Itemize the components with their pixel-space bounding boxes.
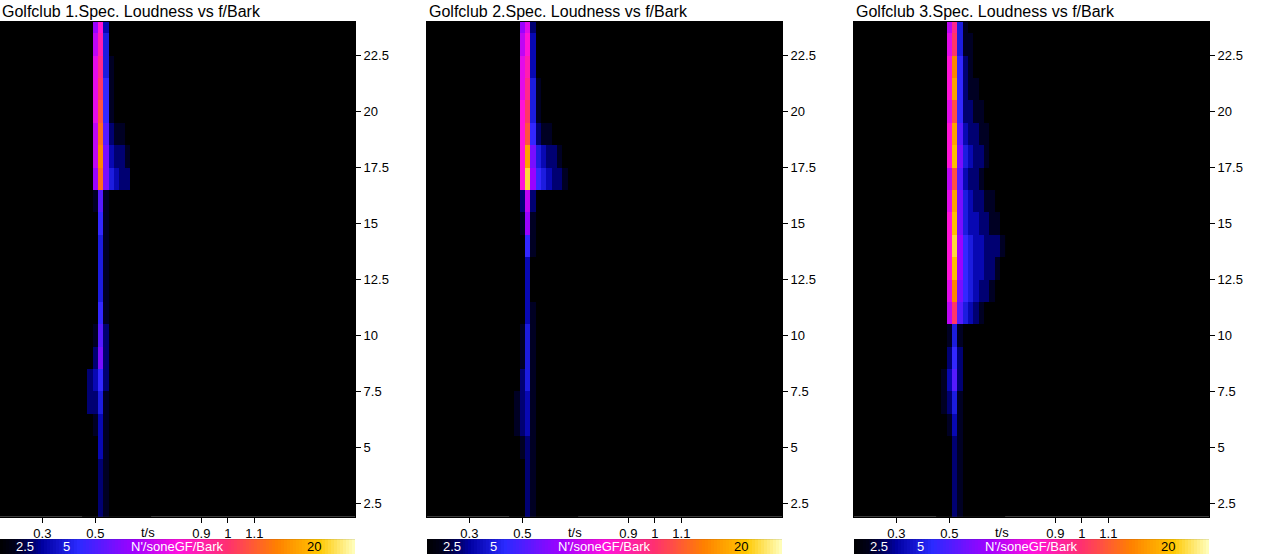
- svg-text:N'/soneGF/Bark: N'/soneGF/Bark: [985, 539, 1078, 554]
- svg-text:20: 20: [1218, 104, 1232, 119]
- svg-text:1.1: 1.1: [1099, 526, 1117, 541]
- svg-text:22.5: 22.5: [791, 48, 816, 63]
- svg-text:20: 20: [1161, 539, 1175, 554]
- svg-text:0.5: 0.5: [513, 526, 531, 541]
- svg-text:Golfclub 1.Spec. Loudness vs f: Golfclub 1.Spec. Loudness vs f/Bark: [2, 3, 261, 20]
- svg-text:1.1: 1.1: [245, 526, 263, 541]
- svg-text:0.9: 0.9: [192, 526, 210, 541]
- svg-text:1: 1: [1078, 526, 1085, 541]
- svg-text:2.5: 2.5: [791, 496, 809, 511]
- svg-text:2.5: 2.5: [1218, 496, 1236, 511]
- svg-text:2.5: 2.5: [16, 539, 34, 554]
- svg-text:0.5: 0.5: [86, 526, 104, 541]
- svg-text:12.5: 12.5: [1218, 272, 1243, 287]
- svg-text:17.5: 17.5: [791, 160, 816, 175]
- svg-text:20: 20: [791, 104, 805, 119]
- svg-text:2.5: 2.5: [443, 539, 461, 554]
- svg-text:7.5: 7.5: [364, 384, 382, 399]
- svg-text:0.3: 0.3: [33, 526, 51, 541]
- svg-text:5: 5: [63, 539, 70, 554]
- svg-text:17.5: 17.5: [364, 160, 389, 175]
- svg-text:5: 5: [1218, 440, 1225, 455]
- svg-text:10: 10: [791, 328, 805, 343]
- svg-text:5: 5: [490, 539, 497, 554]
- svg-text:12.5: 12.5: [791, 272, 816, 287]
- svg-text:12.5: 12.5: [364, 272, 389, 287]
- svg-text:0.9: 0.9: [1046, 526, 1064, 541]
- svg-text:t/s: t/s: [141, 525, 155, 540]
- svg-text:20: 20: [734, 539, 748, 554]
- svg-text:0.3: 0.3: [460, 526, 478, 541]
- svg-text:t/s: t/s: [995, 525, 1009, 540]
- svg-text:22.5: 22.5: [1218, 48, 1243, 63]
- svg-text:20: 20: [364, 104, 378, 119]
- svg-text:N'/soneGF/Bark: N'/soneGF/Bark: [131, 539, 224, 554]
- svg-text:1.1: 1.1: [672, 526, 690, 541]
- svg-text:7.5: 7.5: [1218, 384, 1236, 399]
- svg-text:Golfclub 2.Spec. Loudness vs f: Golfclub 2.Spec. Loudness vs f/Bark: [429, 3, 688, 20]
- svg-text:5: 5: [791, 440, 798, 455]
- svg-text:10: 10: [1218, 328, 1232, 343]
- svg-text:0.5: 0.5: [940, 526, 958, 541]
- svg-text:15: 15: [791, 216, 805, 231]
- svg-text:0.9: 0.9: [619, 526, 637, 541]
- svg-text:5: 5: [364, 440, 371, 455]
- svg-text:20: 20: [307, 539, 321, 554]
- svg-text:2.5: 2.5: [870, 539, 888, 554]
- svg-text:1: 1: [224, 526, 231, 541]
- svg-text:7.5: 7.5: [791, 384, 809, 399]
- svg-text:10: 10: [364, 328, 378, 343]
- svg-text:15: 15: [1218, 216, 1232, 231]
- svg-text:N'/soneGF/Bark: N'/soneGF/Bark: [558, 539, 651, 554]
- svg-text:15: 15: [364, 216, 378, 231]
- svg-text:5: 5: [917, 539, 924, 554]
- svg-text:Golfclub 3.Spec. Loudness vs f: Golfclub 3.Spec. Loudness vs f/Bark: [856, 3, 1115, 20]
- svg-text:22.5: 22.5: [364, 48, 389, 63]
- svg-text:t/s: t/s: [568, 525, 582, 540]
- svg-text:2.5: 2.5: [364, 496, 382, 511]
- svg-text:0.3: 0.3: [887, 526, 905, 541]
- svg-text:1: 1: [651, 526, 658, 541]
- svg-text:17.5: 17.5: [1218, 160, 1243, 175]
